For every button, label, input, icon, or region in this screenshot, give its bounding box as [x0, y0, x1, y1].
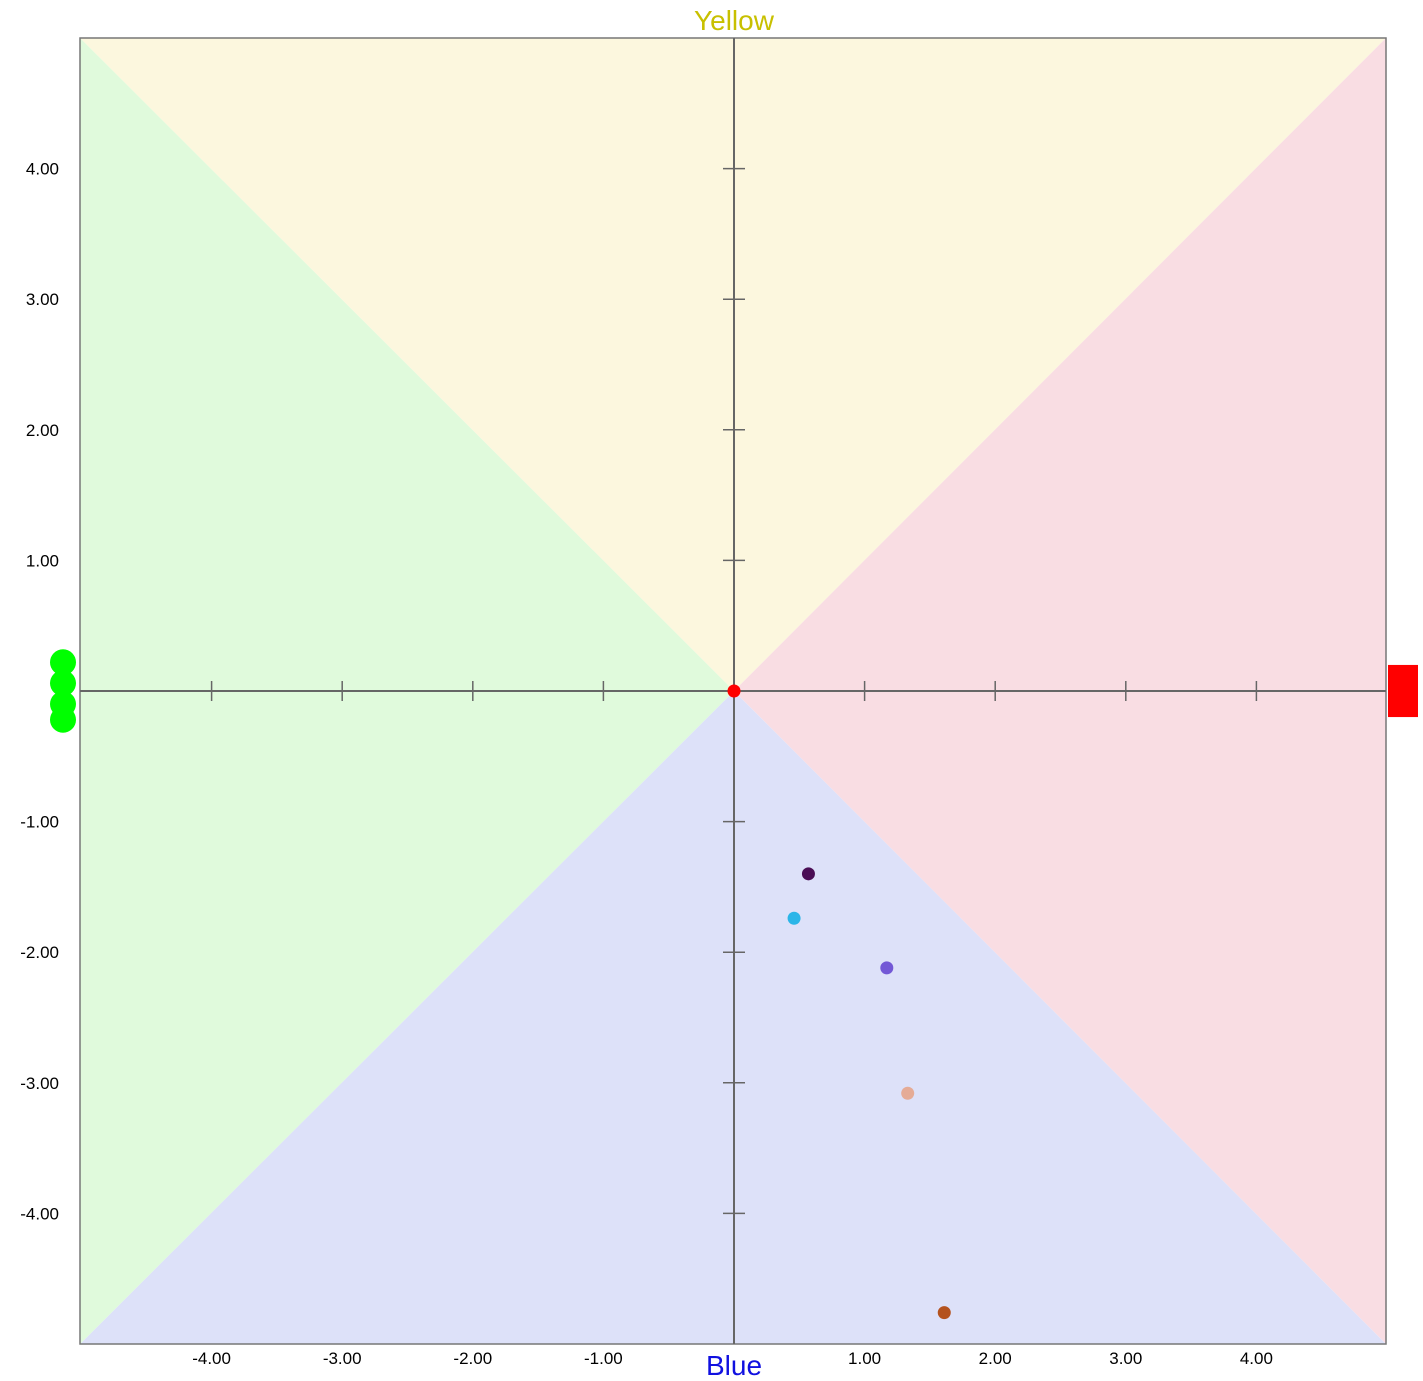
x-tick-label: -2.00	[453, 1349, 492, 1368]
axis-name-yellow: Yellow	[694, 5, 775, 36]
edge-marker-left	[50, 670, 76, 697]
x-tick-label: -3.00	[323, 1349, 362, 1368]
data-point	[801, 867, 815, 881]
x-tick-label: 2.00	[979, 1349, 1012, 1368]
edge-marker-left	[50, 649, 76, 676]
data-point	[787, 911, 801, 925]
axis-name-blue: Blue	[706, 1350, 762, 1381]
edge-marker-right	[1388, 691, 1418, 718]
data-point	[727, 684, 741, 698]
x-tick-label: -4.00	[192, 1349, 231, 1368]
y-tick-label: 4.00	[26, 160, 59, 179]
data-point	[901, 1086, 915, 1100]
data-point	[880, 961, 894, 975]
y-tick-label: 2.00	[26, 421, 59, 440]
y-tick-label: -2.00	[20, 943, 59, 962]
y-tick-label: -3.00	[20, 1074, 59, 1093]
axis-ticks	[210, 167, 1258, 1215]
data-points	[727, 684, 951, 1320]
x-tick-label: -1.00	[584, 1349, 623, 1368]
tick-labels: -4.00 -3.00 -2.00 -1.00 1.00 2.00 3.00 4.00 4.00…	[20, 160, 1273, 1368]
y-tick-label: 3.00	[26, 290, 59, 309]
y-tick-label: -4.00	[20, 1204, 59, 1223]
x-tick-label: 1.00	[848, 1349, 881, 1368]
data-point	[937, 1306, 951, 1320]
y-tick-label: 1.00	[26, 551, 59, 570]
y-tick-label: -1.00	[20, 813, 59, 832]
edge-marker-left	[50, 706, 76, 733]
x-tick-label: 4.00	[1240, 1349, 1273, 1368]
x-tick-label: 3.00	[1109, 1349, 1142, 1368]
edge-markers	[50, 649, 1418, 733]
